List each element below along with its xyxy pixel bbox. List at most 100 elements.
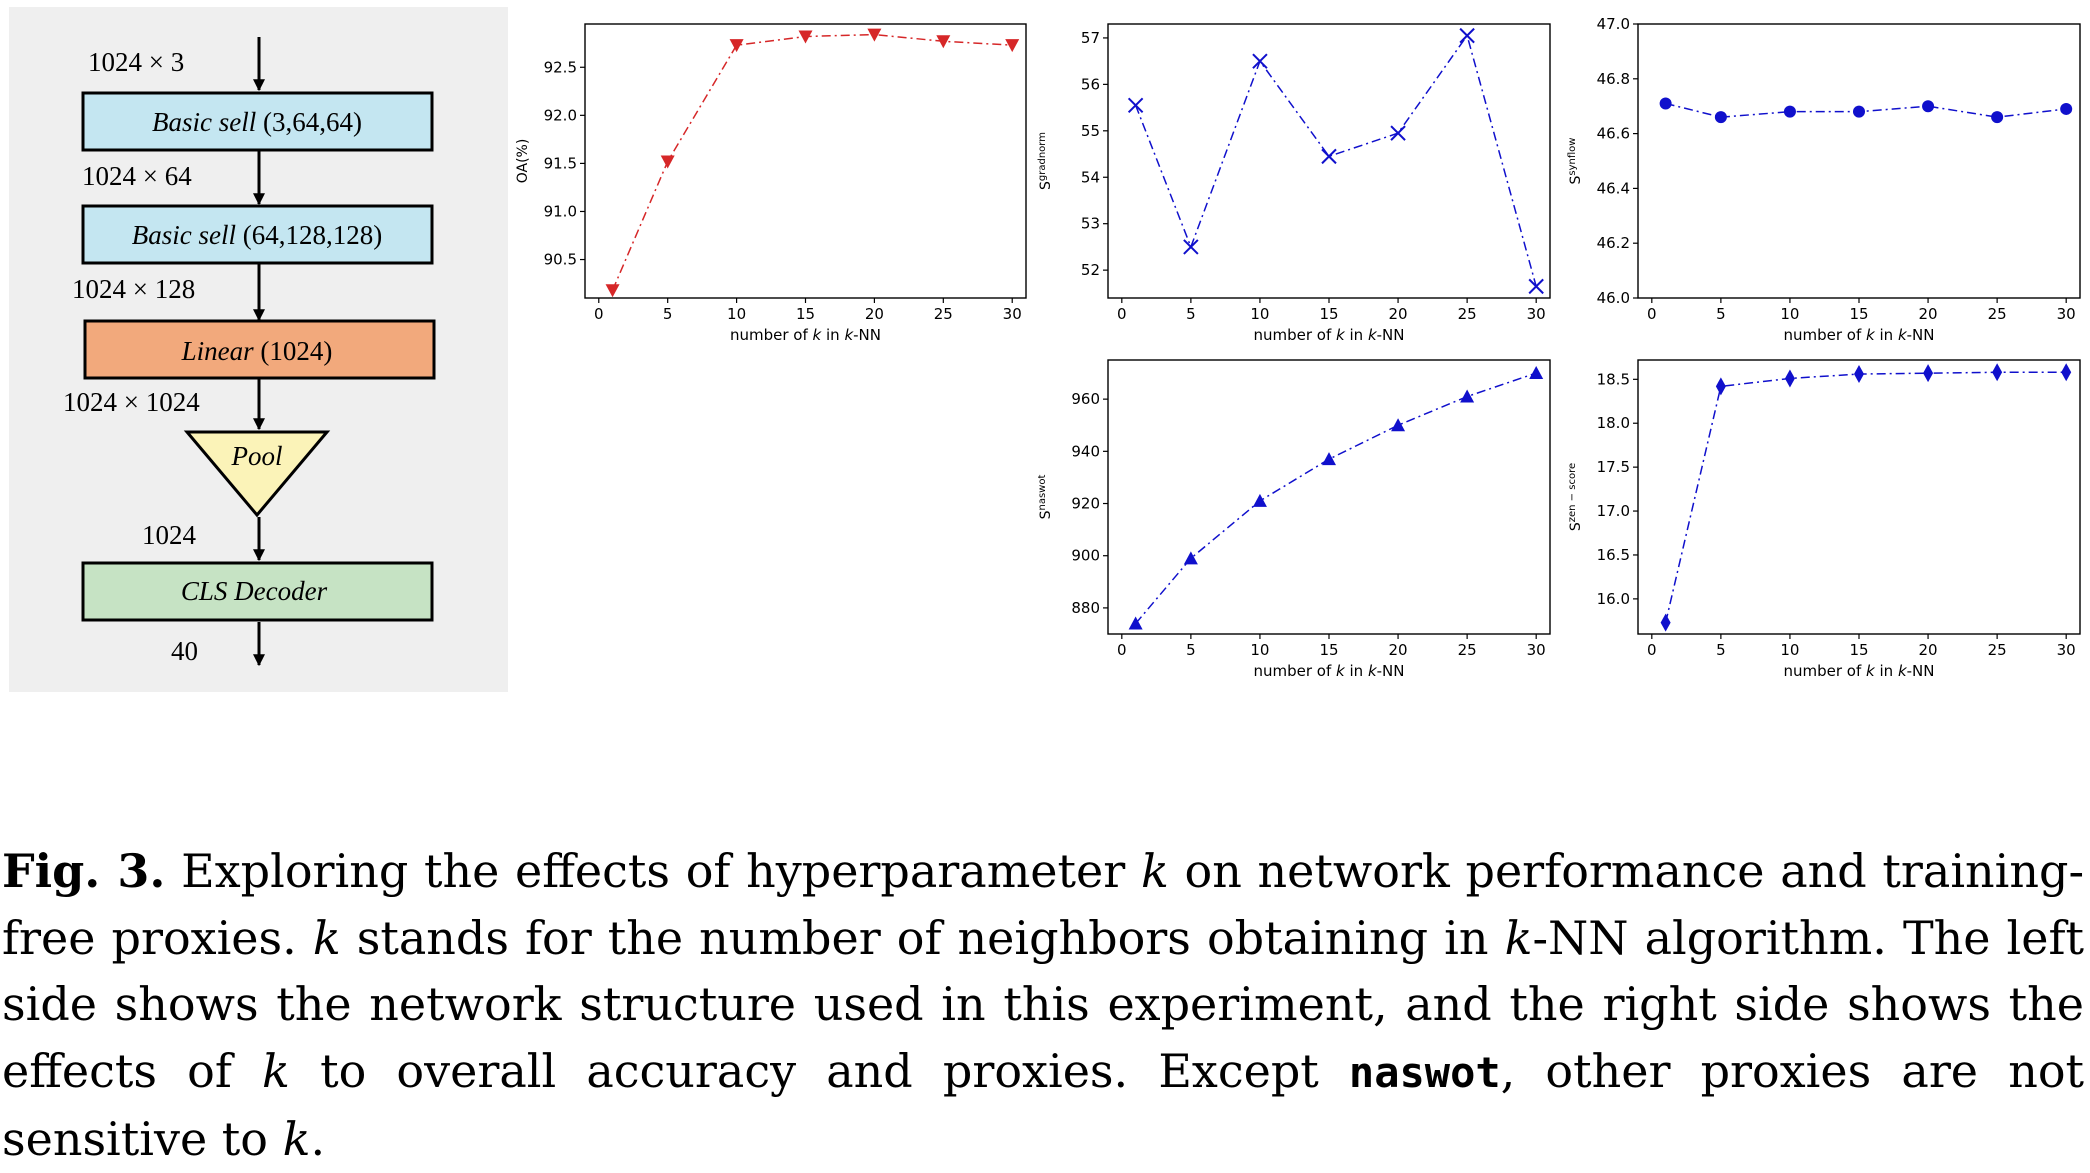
dim-label: 40: [171, 636, 198, 666]
dim-label: 1024 × 1024: [63, 387, 200, 417]
data-point: [1321, 148, 1337, 165]
x-tick-label: 0: [1647, 305, 1657, 323]
figure-caption: Fig. 3. Exploring the effects of hyperpa…: [2, 838, 2084, 1173]
x-tick-label: 20: [1389, 641, 1408, 659]
y-tick-label: 52: [1081, 261, 1100, 279]
data-point: [867, 28, 882, 42]
x-axis-label: number of k in k-NN: [730, 326, 881, 344]
data-point: [1783, 105, 1796, 118]
y-tick-label: 17.5: [1597, 458, 1630, 476]
x-axis-label: number of k in k-NN: [1784, 326, 1935, 344]
x-tick-label: 25: [1458, 305, 1477, 323]
y-tick-label: 54: [1081, 168, 1100, 186]
dim-label: 1024 × 64: [82, 161, 192, 191]
data-point: [1322, 452, 1336, 466]
dim-label: 1024: [142, 520, 197, 550]
data-point: [1853, 105, 1865, 118]
data-point: [729, 39, 744, 53]
figure-label: Fig. 3.: [2, 844, 166, 898]
x-tick-label: 5: [1186, 305, 1196, 323]
data-point: [1183, 239, 1199, 255]
data-point: [1922, 100, 1935, 113]
data-point: [1660, 613, 1671, 632]
y-axis-label: Snaswot: [1037, 475, 1055, 520]
series-line: [1664, 371, 2067, 623]
series-line: [611, 33, 1013, 291]
x-tick-label: 5: [1716, 641, 1726, 659]
x-axis-label: number of k in k-NN: [1254, 326, 1405, 344]
y-tick-label: 46.4: [1597, 179, 1630, 197]
axes-frame: [1107, 359, 1551, 635]
data-point: [1252, 53, 1268, 69]
series-line: [1134, 33, 1537, 287]
y-tick-label: 47.0: [1597, 15, 1630, 33]
x-tick-label: 20: [1919, 641, 1938, 659]
basic-sell-block-2: [81, 204, 434, 265]
data-point: [798, 30, 813, 44]
basic-sell-block-1: [81, 91, 434, 152]
x-tick-label: 30: [1003, 305, 1022, 323]
block-label: Basic sell (3,64,64): [152, 107, 362, 137]
data-point: [1005, 39, 1020, 53]
caption-math: k: [1140, 844, 1169, 898]
y-tick-label: 920: [1071, 495, 1100, 513]
y-tick-label: 57: [1081, 29, 1100, 47]
y-tick-label: 46.6: [1597, 125, 1630, 143]
x-tick-label: 20: [1389, 305, 1408, 323]
caption-math: k: [262, 1043, 290, 1098]
y-axis-label: Sgradnorm: [1037, 132, 1055, 190]
x-tick-label: 0: [1647, 641, 1657, 659]
y-tick-label: 46.2: [1597, 234, 1630, 252]
x-tick-label: 25: [1458, 641, 1477, 659]
data-point: [2061, 363, 2072, 382]
data-point: [1991, 111, 2004, 124]
x-tick-label: 25: [1988, 305, 2007, 323]
data-point: [1391, 418, 1406, 432]
y-tick-label: 92.0: [544, 106, 577, 124]
y-tick-label: 53: [1081, 215, 1100, 233]
axes-frame: [584, 23, 1027, 299]
block-label: CLS Decoder: [181, 576, 328, 606]
caption-text: to overall accuracy and proxies. Except: [289, 1043, 1349, 1098]
x-tick-label: 0: [594, 305, 604, 323]
y-tick-label: 960: [1071, 390, 1100, 408]
caption-math: k: [282, 1112, 311, 1166]
x-tick-label: 10: [1250, 641, 1269, 659]
x-tick-label: 0: [1117, 305, 1127, 323]
data-point: [1128, 616, 1143, 630]
x-tick-label: 20: [1919, 305, 1938, 323]
y-tick-label: 16.0: [1597, 590, 1630, 608]
data-point: [1854, 365, 1864, 384]
x-tick-label: 0: [1117, 641, 1127, 659]
data-point: [1992, 363, 2003, 382]
y-tick-label: 18.5: [1597, 370, 1630, 388]
y-tick-label: 900: [1071, 547, 1100, 565]
x-tick-label: 10: [727, 305, 746, 323]
data-point: [1127, 97, 1144, 113]
x-tick-label: 15: [796, 305, 815, 323]
x-tick-label: 10: [1250, 305, 1269, 323]
data-point: [1460, 389, 1475, 403]
y-tick-label: 46.0: [1597, 289, 1630, 307]
caption-code: naswot: [1348, 1047, 1501, 1097]
x-tick-label: 15: [1849, 305, 1868, 323]
cls-decoder-block: [81, 561, 434, 622]
plot-oa: 0 5 10 15 20 25 30 90.5 91.0 91.5 92.0 92.5 OA(%) num…: [515, 23, 1027, 344]
diagram-canvas: 1024 × 3 1024 × 64 1024 × 128 1024 × 102…: [63, 37, 436, 667]
data-point: [1715, 377, 1726, 396]
x-tick-label: 15: [1849, 641, 1868, 659]
caption-text: on network performance and training-free…: [2, 844, 2084, 965]
block-label: Basic sell (64,128,128): [132, 220, 382, 250]
x-tick-label: 5: [1716, 305, 1726, 323]
data-point: [1252, 493, 1267, 507]
y-tick-label: 880: [1071, 599, 1100, 617]
data-point: [1529, 366, 1544, 380]
plot-naswot: 0 5 10 15 20 25 30 880 900 920 940 960 Snaswot number…: [1037, 359, 1551, 680]
data-point: [1528, 278, 1544, 295]
caption-text: .: [310, 1112, 326, 1166]
y-tick-label: 91.0: [544, 202, 577, 220]
plot-synflow: 0 5 10 15 20 25 30 46.0 46.2 46.4 46.6 46.8 47.0 Ssyn…: [1567, 15, 2081, 344]
plot-gradnorm: 0 5 10 15 20 25 30 52 53 54 55 56 57 Sgradnorm number …: [1037, 23, 1551, 344]
x-axis-label: number of k in k-NN: [1254, 662, 1405, 680]
plots-panel: 0 5 10 15 20 25 30 90.5 91.0 91.5 92.0 92.5 OA(%) num…: [515, 15, 2081, 680]
